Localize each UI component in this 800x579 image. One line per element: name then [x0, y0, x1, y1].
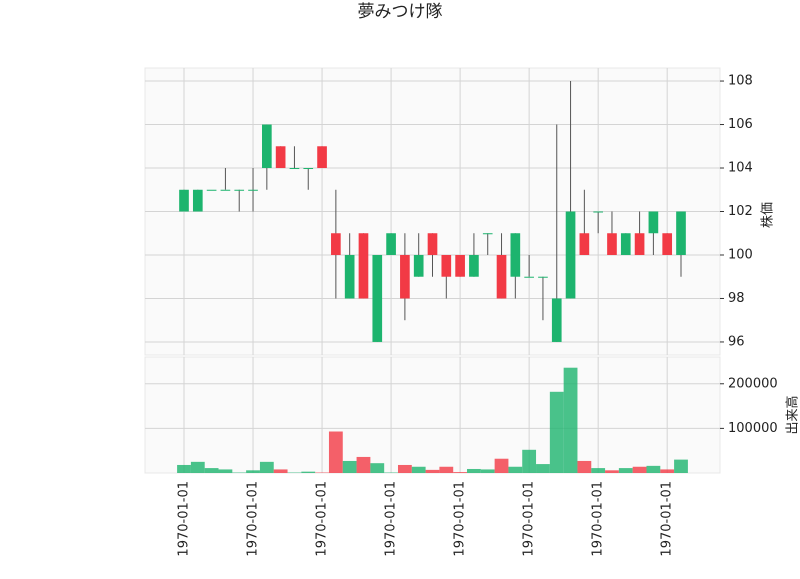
volume-bar — [301, 472, 315, 473]
y2-tick-label: 100000 — [728, 421, 778, 436]
y2-tick-label: 200000 — [728, 376, 778, 391]
volume-bar — [633, 467, 647, 473]
candle-body — [607, 233, 617, 255]
volume-bar — [357, 457, 371, 473]
candle-body — [621, 233, 631, 255]
candle-body — [538, 277, 548, 278]
candle-body — [497, 255, 507, 298]
x-tick-label: 1970-01-01 — [177, 481, 192, 557]
volume-bar — [260, 462, 274, 473]
volume-bar — [564, 368, 578, 473]
candle-body — [593, 212, 603, 213]
volume-bar — [426, 470, 440, 473]
x-tick-label: 1970-01-01 — [522, 481, 537, 557]
volume-bar — [343, 461, 357, 473]
x-tick-label: 1970-01-01 — [453, 481, 468, 557]
volume-bar — [481, 469, 495, 473]
candle-body — [414, 255, 424, 277]
volume-bar — [619, 468, 633, 473]
candle-body — [580, 233, 590, 255]
candle-body — [331, 233, 341, 255]
x-tick-label: 1970-01-01 — [384, 481, 399, 557]
candle-body — [386, 233, 396, 255]
volume-bar — [591, 468, 605, 473]
candle-body — [552, 298, 562, 341]
chart-title: 夢みつけ隊 — [358, 2, 443, 22]
volume-bar — [522, 450, 536, 473]
candle-body — [179, 190, 189, 212]
y-tick-label: 108 — [728, 74, 753, 89]
volume-bar — [508, 467, 522, 473]
volume-bar — [219, 469, 233, 473]
x-tick-label: 1970-01-01 — [591, 481, 606, 557]
volume-panel — [145, 357, 720, 473]
volume-bar — [205, 468, 219, 473]
candle-body — [441, 255, 451, 277]
candle-body — [469, 255, 479, 277]
candle-body — [455, 255, 465, 277]
candle-body — [511, 233, 521, 276]
volume-bar — [191, 462, 205, 473]
candle-body — [317, 146, 327, 168]
x-tick-label: 1970-01-01 — [315, 481, 330, 557]
volume-bar — [274, 469, 288, 473]
candle-body — [193, 190, 203, 212]
candle-body — [359, 233, 369, 298]
candle-body — [303, 168, 313, 169]
y-tick-label: 100 — [728, 247, 753, 262]
volume-bar — [495, 459, 509, 473]
y-tick-label: 104 — [728, 161, 753, 176]
candle-body — [248, 190, 258, 191]
volume-bar — [467, 469, 481, 473]
volume-bar — [674, 460, 688, 473]
candle-body — [524, 277, 534, 278]
volume-bar — [439, 467, 453, 473]
y-tick-label: 106 — [728, 117, 753, 132]
volume-bar — [453, 472, 467, 473]
candle-body — [290, 168, 300, 169]
volume-bar — [398, 465, 412, 473]
candle-body — [372, 255, 382, 342]
candle-body — [276, 146, 286, 168]
x-tick-label: 1970-01-01 — [660, 481, 675, 557]
volume-bar — [577, 461, 591, 473]
candle-body — [483, 233, 493, 234]
candle-body — [221, 190, 231, 191]
candle-body — [676, 212, 686, 255]
volume-bar — [177, 465, 191, 473]
volume-bar — [646, 466, 660, 473]
volume-bar — [246, 470, 260, 473]
y-axis-label: 株価 — [761, 202, 776, 228]
candle-body — [262, 125, 272, 168]
x-tick-label: 1970-01-01 — [246, 481, 261, 557]
volume-bar — [412, 467, 426, 473]
candle-body — [566, 212, 576, 299]
candle-body — [635, 233, 645, 255]
candle-body — [234, 190, 244, 191]
volume-bar — [660, 469, 674, 473]
volume-bar — [550, 392, 564, 473]
candle-body — [428, 233, 438, 255]
volume-bar — [370, 463, 384, 473]
volume-bar — [536, 464, 550, 473]
y-tick-label: 102 — [728, 204, 753, 219]
candle-body — [649, 212, 659, 234]
y-tick-label: 98 — [728, 291, 745, 306]
volume-bar — [605, 470, 619, 473]
y2-axis-label: 出来高 — [785, 395, 800, 434]
candle-body — [345, 255, 355, 298]
candle-body — [662, 233, 672, 255]
candle-body — [400, 255, 410, 298]
candle-body — [207, 190, 217, 191]
y-tick-label: 96 — [728, 334, 745, 349]
volume-bar — [329, 432, 343, 473]
